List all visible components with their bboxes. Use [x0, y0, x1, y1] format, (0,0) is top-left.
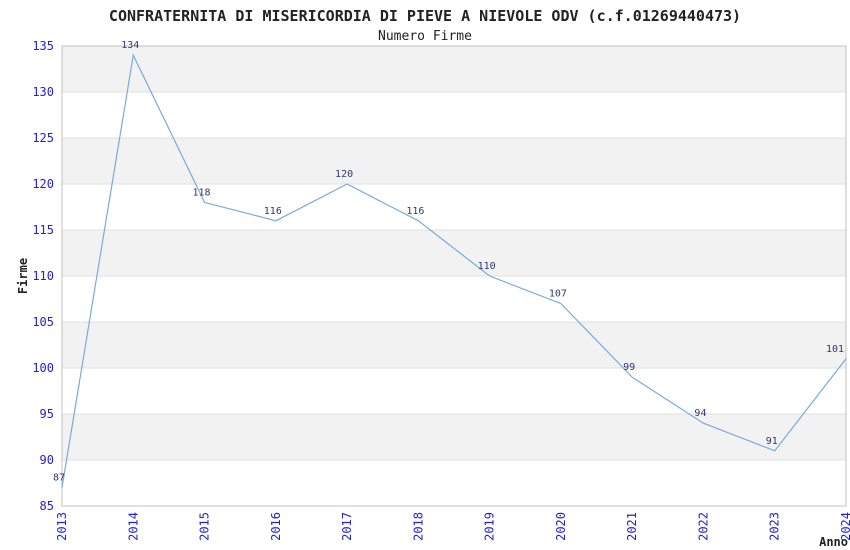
point-label: 87 [53, 473, 65, 484]
point-label: 107 [549, 289, 567, 300]
plot-border [61, 45, 847, 507]
chart-title: CONFRATERNITA DI MISERICORDIA DI PIEVE A… [108, 7, 742, 25]
grid-band [62, 230, 846, 276]
x-tick-label: 2021 [625, 512, 639, 541]
x-tick-label: 2014 [126, 512, 140, 541]
x-tick-label: 2013 [55, 512, 69, 541]
y-axis-title: Firme [16, 258, 30, 294]
point-label: 101 [826, 344, 844, 355]
y-tick-label: 115 [32, 223, 54, 237]
grid-band [62, 138, 846, 184]
y-tick-label: 135 [32, 39, 54, 53]
grid-band [62, 46, 846, 92]
y-tick-label: 130 [32, 85, 54, 99]
y-tick-label: 125 [32, 131, 54, 145]
y-tick-label: 120 [32, 177, 54, 191]
y-tick-label: 95 [40, 407, 54, 421]
point-label: 99 [623, 362, 635, 373]
point-label: 118 [193, 187, 211, 198]
y-tick-label: 100 [32, 361, 54, 375]
x-tick-label: 2022 [696, 512, 710, 541]
point-label: 116 [406, 206, 424, 217]
x-tick-label: 2015 [198, 512, 212, 541]
x-tick-label: 2018 [411, 512, 425, 541]
y-tick-label: 105 [32, 315, 54, 329]
y-tick-label: 85 [40, 499, 54, 513]
chart-subtitle: Numero Firme [378, 29, 472, 44]
y-tick-label: 90 [40, 453, 54, 467]
grid-band [62, 322, 846, 368]
x-tick-label: 2019 [483, 512, 497, 541]
x-axis-title: Anno [819, 535, 848, 549]
point-label: 91 [766, 436, 778, 447]
grid-band [62, 414, 846, 460]
point-label: 110 [478, 261, 496, 272]
x-tick-label: 2017 [340, 512, 354, 541]
x-tick-label: 2016 [269, 512, 283, 541]
point-label: 134 [121, 40, 139, 51]
point-label: 120 [335, 169, 353, 180]
x-tick-label: 2020 [554, 512, 568, 541]
point-label: 116 [264, 206, 282, 217]
x-tick-label: 2023 [768, 512, 782, 541]
y-tick-label: 110 [32, 269, 54, 283]
x-tick-label: 2024 [839, 512, 850, 541]
series-line [61, 53, 847, 488]
point-label: 94 [694, 408, 706, 419]
